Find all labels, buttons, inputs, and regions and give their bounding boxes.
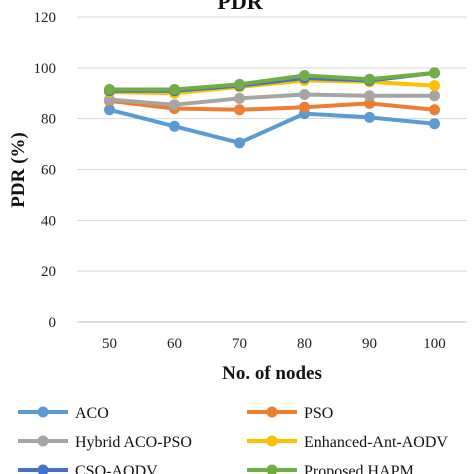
y-axis-title: PDR (%)	[8, 132, 29, 207]
data-point	[299, 101, 310, 113]
data-point	[429, 118, 440, 130]
legend-label: ACO	[75, 405, 109, 422]
x-tick-label: 90	[362, 336, 377, 352]
y-tick-label: 120	[34, 10, 57, 26]
data-point	[234, 137, 245, 149]
data-point	[364, 111, 375, 123]
data-point	[364, 97, 375, 109]
legend-label: Proposed HAPM	[304, 463, 414, 474]
data-point	[364, 73, 375, 85]
legend-swatch-marker	[266, 464, 278, 474]
data-point	[169, 83, 180, 95]
legend-swatch-marker	[37, 435, 49, 447]
y-tick-label: 80	[41, 112, 56, 128]
data-point	[429, 90, 440, 102]
data-point	[429, 80, 440, 92]
series-group	[104, 67, 440, 149]
x-tick-label: 70	[232, 336, 247, 352]
legend-swatch-marker	[266, 406, 278, 418]
series-line	[107, 107, 437, 145]
series-line	[107, 92, 437, 107]
y-tick-label: 20	[41, 264, 56, 280]
series-line	[107, 70, 437, 92]
legend-label: Hybrid ACO-PSO	[75, 434, 192, 451]
data-point	[234, 78, 245, 90]
x-tick-label: 100	[423, 336, 446, 352]
data-point	[429, 104, 440, 116]
data-point	[299, 69, 310, 81]
data-point	[429, 67, 440, 79]
series-line	[107, 98, 437, 112]
legend-label: CSO-AODV	[75, 463, 158, 474]
y-tick-label: 0	[49, 315, 57, 331]
gridlines	[77, 16, 467, 272]
y-tick-label: 40	[41, 213, 56, 229]
x-tick-label: 80	[297, 336, 312, 352]
x-tick-label: 50	[102, 336, 117, 352]
legend: ACO PSO Hybrid ACO-PSO Enhanced-Ant-AODV CSO…	[18, 405, 448, 474]
y-tick-label: 60	[41, 163, 56, 179]
y-tick-label: 100	[34, 61, 57, 77]
data-point	[364, 90, 375, 102]
data-point	[169, 120, 180, 132]
legend-label: PSO	[304, 405, 333, 422]
x-tick-label: 60	[167, 336, 182, 352]
data-point	[104, 94, 115, 106]
data-point	[104, 104, 115, 116]
x-axis-ticks: 50 60 70 80 90 100	[102, 336, 446, 352]
legend-swatch-marker	[37, 406, 49, 418]
legend-label: Enhanced-Ant-AODV	[304, 434, 448, 451]
y-axis-ticks: 0 20 40 60 80 100 120	[34, 10, 57, 331]
data-point	[299, 89, 310, 101]
data-point	[234, 104, 245, 116]
data-point	[169, 99, 180, 111]
data-point	[104, 83, 115, 95]
legend-swatch-marker	[37, 464, 49, 474]
x-axis-title: No. of nodes	[222, 363, 322, 384]
legend-swatch-marker	[266, 435, 278, 447]
chart-title: PDR	[217, 0, 263, 14]
data-point	[234, 92, 245, 104]
